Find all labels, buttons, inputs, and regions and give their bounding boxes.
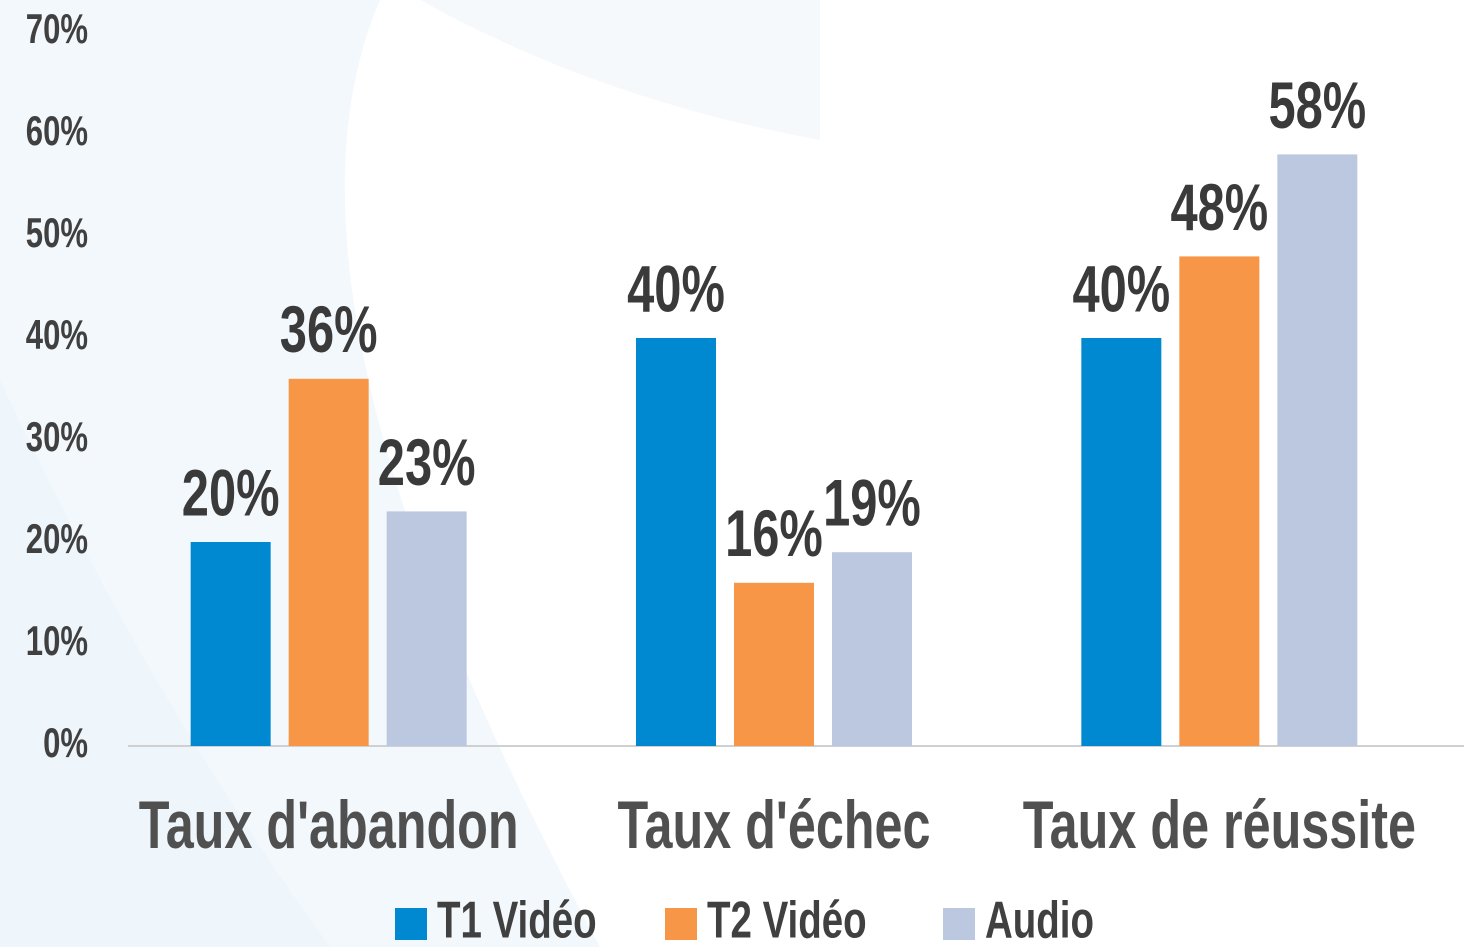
data-label: 19% <box>823 467 921 541</box>
data-label: 40% <box>1072 252 1170 326</box>
data-label: 16% <box>725 497 823 571</box>
x-tick-label: Taux d'échec <box>618 787 931 863</box>
y-tick-label: 40% <box>26 312 88 359</box>
bar <box>734 582 814 746</box>
y-tick-label: 10% <box>26 618 88 665</box>
y-tick-label: 30% <box>26 414 88 461</box>
y-tick-label: 20% <box>26 516 88 563</box>
legend-label: T2 Vidéo <box>707 891 867 947</box>
data-label: 36% <box>280 293 378 367</box>
x-tick-label: Taux d'abandon <box>139 787 519 863</box>
x-tick-label: Taux de réussite <box>1023 787 1416 863</box>
bar <box>636 338 716 746</box>
bar <box>832 552 912 746</box>
legend-swatch <box>943 908 975 940</box>
bar <box>1179 256 1260 746</box>
bar <box>1277 154 1358 746</box>
y-tick-label: 0% <box>43 720 88 767</box>
legend-label: Audio <box>985 891 1094 947</box>
y-tick-label: 60% <box>26 108 88 155</box>
bar <box>1081 338 1162 746</box>
bar <box>190 542 271 746</box>
y-tick-label: 50% <box>26 210 88 257</box>
legend-swatch <box>395 908 427 940</box>
legend-swatch <box>665 908 697 940</box>
data-label: 20% <box>182 456 280 530</box>
data-label: 48% <box>1170 171 1268 245</box>
bar <box>386 511 467 746</box>
data-label: 58% <box>1268 69 1366 143</box>
data-label: 23% <box>378 426 476 500</box>
legend-label: T1 Vidéo <box>437 891 597 947</box>
y-tick-label: 70% <box>26 6 88 53</box>
data-label: 40% <box>627 252 725 326</box>
bar <box>288 378 369 746</box>
